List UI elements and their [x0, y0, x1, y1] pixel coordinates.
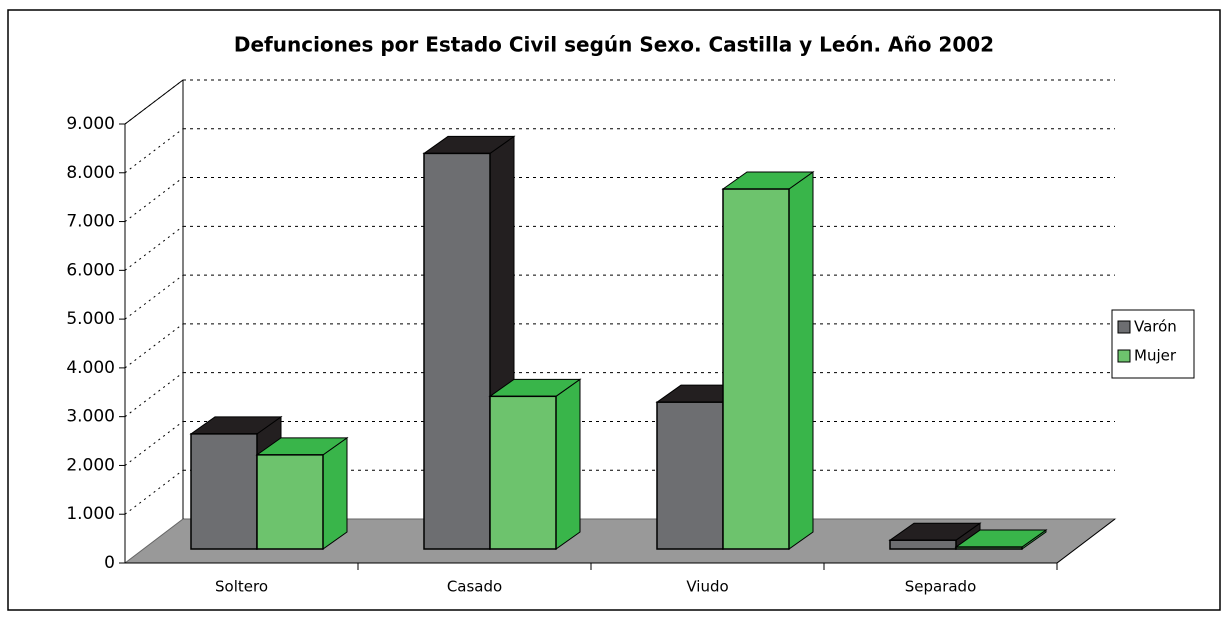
x-tick-label: Casado — [447, 578, 502, 596]
y-tick-label: 6.000 — [66, 260, 115, 280]
side-grid-line — [124, 225, 184, 271]
legend-swatch — [1117, 320, 1131, 334]
bar-front — [423, 152, 491, 550]
bar-front — [656, 401, 724, 550]
y-tick-label: 9.000 — [66, 114, 115, 134]
y-tick-label: 3.000 — [66, 407, 115, 427]
x-tick-label: Soltero — [215, 578, 268, 596]
legend-label: Varón — [1134, 318, 1177, 336]
side-grid-line — [124, 469, 184, 515]
y-tick-label: 5.000 — [66, 309, 115, 329]
bar — [488, 378, 582, 550]
bar-front — [256, 454, 324, 550]
bar — [721, 171, 815, 550]
side-grid-line — [124, 177, 184, 222]
x-tick-label: Viudo — [686, 578, 728, 596]
bar-front — [489, 395, 557, 550]
bar — [888, 522, 982, 550]
floor-right-edge — [1056, 518, 1116, 564]
bar-front — [190, 433, 258, 550]
chart-title: Defunciones por Estado Civil según Sexo.… — [234, 33, 994, 57]
y-tick-label: 8.000 — [66, 163, 115, 183]
side-grid-line — [124, 79, 184, 125]
y-tick-label: 1.000 — [66, 504, 115, 524]
y-tick-label: 2.000 — [66, 455, 115, 475]
bar-front — [955, 546, 1023, 550]
bar-front — [889, 539, 957, 550]
bar — [255, 436, 349, 550]
y-tick-label: 4.000 — [66, 358, 115, 378]
legend-label: Mujer — [1134, 347, 1177, 365]
bar-side — [322, 436, 348, 550]
bar — [954, 529, 1048, 550]
bar-front — [722, 188, 790, 550]
bar-side — [555, 378, 581, 550]
side-grid-line — [124, 372, 184, 418]
y-tick-label: 0 — [104, 553, 115, 573]
side-grid-line — [124, 274, 184, 320]
side-grid-line — [124, 421, 184, 466]
side-grid-line — [124, 128, 184, 174]
x-tick-label: Separado — [905, 578, 977, 596]
side-grid-line — [124, 323, 184, 369]
y-tick-label: 7.000 — [66, 212, 115, 232]
bar-side — [788, 171, 814, 550]
legend-swatch — [1117, 349, 1131, 363]
